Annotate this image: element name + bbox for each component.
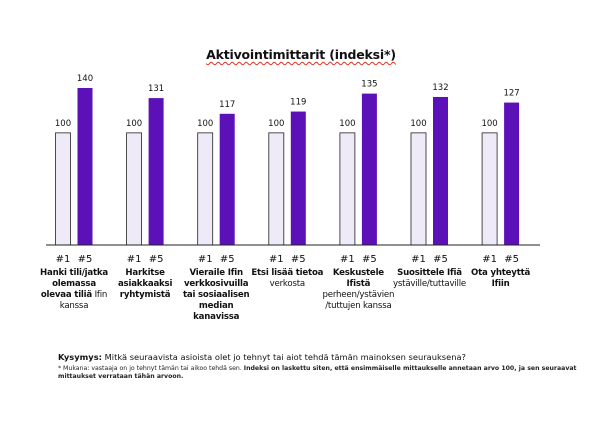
category-label: Keskustele Ifistä perheen/ystävien /tutt… — [321, 268, 395, 312]
category-label-bold: Keskustele Ifistä — [332, 268, 384, 289]
footnote-regular: * Mukana: vastaaja on jo tehnyt tämän ta… — [58, 365, 242, 372]
category-label: Harkitse asiakkaaksi ryhtymistä — [108, 268, 182, 301]
category-label-bold: Suosittele Ifiä — [397, 268, 462, 278]
series-tick-label: #1 — [127, 254, 142, 265]
series-tick-label: #5 — [362, 254, 377, 265]
series-tick-label: #5 — [291, 254, 306, 265]
bar-baseline — [126, 132, 142, 246]
series-tick-label: #5 — [149, 254, 164, 265]
data-label: 100 — [268, 119, 284, 129]
data-label: 100 — [481, 119, 497, 129]
bar-followup — [148, 98, 164, 245]
bar-baseline — [268, 132, 285, 246]
bar-followup — [361, 93, 377, 245]
bar-baseline — [55, 132, 71, 246]
data-label: 140 — [77, 74, 93, 84]
category-label: Ota yhteyttä Ifiin — [464, 268, 538, 290]
data-label: 100 — [410, 119, 426, 129]
data-label: 100 — [126, 119, 142, 129]
chart-title: Aktivointimittarit (indeksi*) — [206, 47, 396, 62]
series-tick-label: #5 — [433, 254, 448, 265]
footnote: * Mukana: vastaaja on jo tehnyt tämän ta… — [58, 365, 578, 381]
bar-baseline — [197, 132, 214, 246]
data-label: 119 — [290, 98, 306, 108]
data-label: 132 — [432, 83, 448, 93]
category-label-bold: Vieraile Ifin verkkosivuilla tai sosiaal… — [182, 268, 250, 322]
series-tick-label: #5 — [78, 254, 93, 265]
bar-followup — [219, 113, 235, 246]
category-label-normal: perheen/ystävien /tuttujen kanssa — [322, 290, 395, 311]
series-tick-label: #1 — [482, 254, 497, 265]
series-tick-label: #5 — [220, 254, 235, 265]
bar-followup — [77, 88, 93, 245]
bar-followup — [433, 96, 448, 245]
category-label-bold: Ota yhteyttä Ifiin — [471, 268, 531, 289]
category-label-normal: ystäville/tuttaville — [393, 279, 466, 289]
data-label: 100 — [339, 119, 355, 129]
bar-baseline — [339, 132, 356, 246]
footnote-bold: Indeksi on laskettu siten, että ensimmäi… — [58, 365, 577, 380]
question-label: Kysymys: — [58, 352, 102, 362]
category-label: Suosittele Ifiä ystäville/tuttaville — [393, 268, 467, 290]
series-tick-label: #1 — [411, 254, 426, 265]
data-label: 135 — [361, 80, 377, 90]
category-label-normal: verkosta — [269, 279, 306, 289]
category-label: Vieraile Ifin verkkosivuilla tai sosiaal… — [179, 268, 253, 323]
category-label: Hanki tili/jatka olemassa olevaa tiliä I… — [37, 268, 111, 312]
category-label-bold: Etsi lisää tietoa — [251, 268, 324, 278]
question-text: Kysymys: Mitkä seuraavista asioista olet… — [58, 352, 578, 362]
data-label: 100 — [197, 119, 213, 129]
bar-followup — [504, 102, 520, 245]
category-label-normal: Ifin kanssa — [59, 290, 108, 311]
series-tick-label: #1 — [340, 254, 355, 265]
series-tick-label: #1 — [269, 254, 284, 265]
data-label: 131 — [148, 84, 164, 94]
category-label-bold: Harkitse asiakkaaksi ryhtymistä — [117, 268, 173, 300]
data-label: 127 — [503, 89, 519, 99]
bar-baseline — [481, 132, 498, 246]
category-label: Etsi lisää tietoa verkosta — [250, 268, 324, 290]
series-tick-label: #5 — [504, 254, 519, 265]
data-label: 100 — [55, 119, 71, 129]
data-label: 117 — [219, 100, 235, 110]
category-label-bold: Hanki tili/jatka olemassa olevaa tiliä — [39, 268, 108, 300]
question-body: Mitkä seuraavista asioista olet jo tehny… — [104, 352, 466, 362]
bar-followup — [290, 111, 306, 245]
series-tick-label: #1 — [56, 254, 71, 265]
bar-baseline — [410, 132, 427, 246]
series-tick-label: #1 — [198, 254, 213, 265]
